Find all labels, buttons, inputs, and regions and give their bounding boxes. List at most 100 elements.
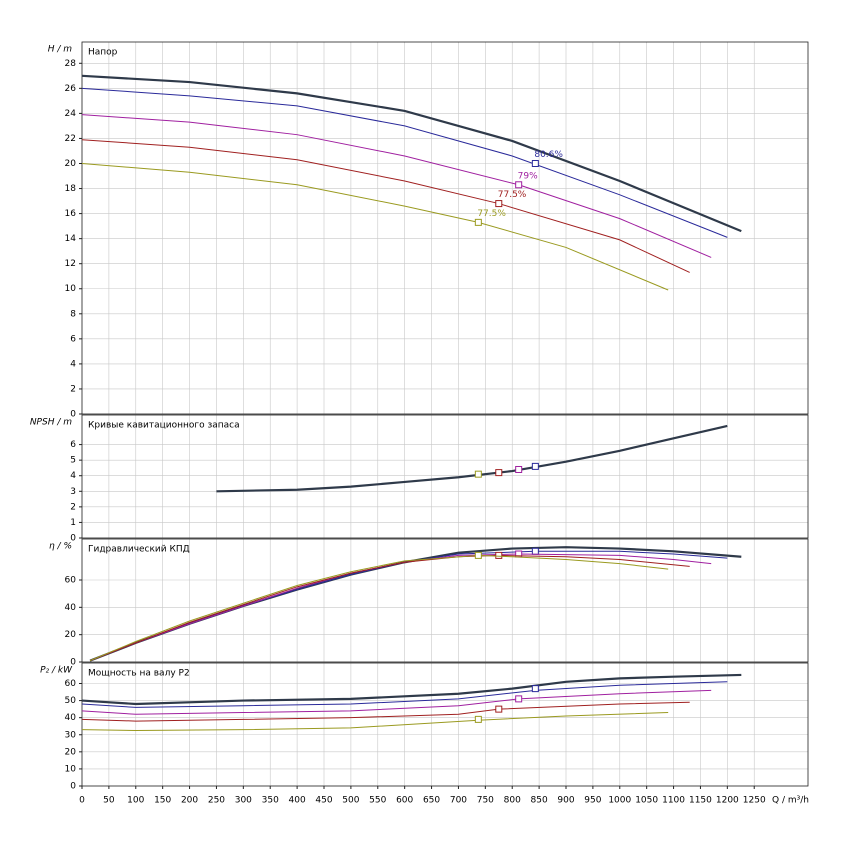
- x-tick-label: 1000: [608, 796, 631, 806]
- panel-title: Мощность на валу P2: [88, 669, 190, 679]
- y-tick-label: 4: [70, 471, 76, 481]
- curve: [81, 681, 728, 708]
- panel-frame: [81, 538, 809, 663]
- curve: [81, 673, 742, 706]
- x-tick-label: 150: [154, 796, 171, 806]
- operating-point: [474, 218, 482, 226]
- y-tick-label: 0: [70, 782, 76, 792]
- y-tick-label: 16: [65, 209, 77, 219]
- x-tick-label: 950: [584, 796, 601, 806]
- x-tick-label: 650: [423, 796, 440, 806]
- y-tick-label: 5: [70, 456, 76, 466]
- y-axis-label: η / %: [49, 542, 72, 552]
- y-tick-label: 24: [65, 109, 77, 119]
- x-tick-label: 500: [342, 796, 359, 806]
- y-tick-label: 20: [65, 630, 77, 640]
- y-tick-label: 6: [70, 334, 76, 344]
- x-tick-label: 1100: [662, 796, 685, 806]
- x-tick-label: 50: [103, 796, 115, 806]
- y-tick-label: 28: [65, 59, 77, 69]
- operating-point: [474, 470, 482, 478]
- operating-point: [531, 547, 539, 555]
- y-tick-label: 40: [65, 603, 77, 613]
- y-tick-label: 8: [70, 309, 76, 319]
- operating-point: [474, 551, 482, 559]
- y-tick-label: 18: [65, 184, 77, 194]
- operating-point: [531, 685, 539, 693]
- x-tick-label: 850: [531, 796, 548, 806]
- curve: [81, 87, 728, 238]
- y-tick-label: 20: [65, 747, 77, 757]
- y-tick-label: 14: [65, 234, 77, 244]
- curve: [81, 74, 742, 233]
- y-axis-label: P₂ / kW: [40, 666, 73, 676]
- x-tick-label: 1250: [743, 796, 766, 806]
- y-tick-label: 1: [70, 518, 76, 528]
- curve: [89, 554, 669, 662]
- operating-point: [495, 551, 503, 559]
- curve: [81, 114, 712, 258]
- point-label: 77.5%: [498, 190, 527, 200]
- curve: [89, 554, 690, 662]
- x-tick-label: 1150: [689, 796, 712, 806]
- y-tick-label: 30: [65, 730, 77, 740]
- x-tick-label: 1050: [635, 796, 658, 806]
- operating-point: [515, 181, 523, 189]
- panel-frame: [81, 662, 809, 787]
- x-axis-label: Q / m³/h: [772, 796, 809, 806]
- x-tick-label: 0: [79, 796, 85, 806]
- y-tick-label: 0: [70, 658, 76, 668]
- x-tick-label: 550: [369, 796, 386, 806]
- x-tick-label: 400: [289, 796, 306, 806]
- point-label: 79%: [518, 171, 538, 181]
- x-tick-label: 300: [235, 796, 252, 806]
- y-tick-label: 10: [65, 764, 77, 774]
- operating-point: [495, 200, 503, 208]
- operating-point: [531, 462, 539, 470]
- y-tick-label: 4: [70, 359, 76, 369]
- operating-point: [515, 695, 523, 703]
- panel-title: Напор: [88, 48, 118, 58]
- curve: [81, 701, 690, 722]
- y-axis-label: NPSH / m: [30, 418, 72, 428]
- y-axis-label: H / m: [48, 45, 73, 55]
- y-tick-label: 20: [65, 159, 77, 169]
- x-tick-label: 600: [396, 796, 413, 806]
- y-tick-label: 60: [65, 576, 77, 586]
- operating-point: [495, 469, 503, 477]
- y-tick-label: 0: [70, 534, 76, 544]
- y-tick-label: 40: [65, 713, 77, 723]
- panel-title: Гидравлический КПД: [88, 545, 190, 555]
- y-tick-label: 60: [65, 679, 77, 689]
- y-tick-label: 12: [65, 259, 76, 269]
- x-tick-label: 250: [208, 796, 225, 806]
- curve: [89, 546, 742, 662]
- x-tick-label: 1200: [716, 796, 739, 806]
- curve: [81, 139, 690, 273]
- x-tick-label: 100: [127, 796, 144, 806]
- operating-point: [474, 715, 482, 723]
- x-tick-label: 700: [450, 796, 467, 806]
- y-tick-label: 3: [70, 487, 76, 497]
- x-tick-label: 200: [181, 796, 198, 806]
- x-tick-label: 800: [504, 796, 521, 806]
- operating-point: [531, 159, 539, 167]
- y-tick-label: 2: [70, 502, 76, 512]
- operating-point: [515, 465, 523, 473]
- y-tick-label: 50: [65, 696, 77, 706]
- curve: [81, 712, 669, 731]
- curve: [89, 550, 728, 662]
- panel-title: Кривые кавитационного запаса: [88, 421, 240, 431]
- curve: [216, 424, 728, 493]
- point-label: 80.6%: [534, 150, 563, 160]
- y-tick-label: 26: [65, 84, 77, 94]
- panel-frame: [81, 41, 809, 415]
- curve: [81, 162, 669, 291]
- y-tick-label: 10: [65, 284, 77, 294]
- x-tick-label: 900: [557, 796, 574, 806]
- x-tick-label: 750: [477, 796, 494, 806]
- x-tick-label: 450: [315, 796, 332, 806]
- x-tick-label: 350: [262, 796, 279, 806]
- y-tick-label: 0: [70, 410, 76, 420]
